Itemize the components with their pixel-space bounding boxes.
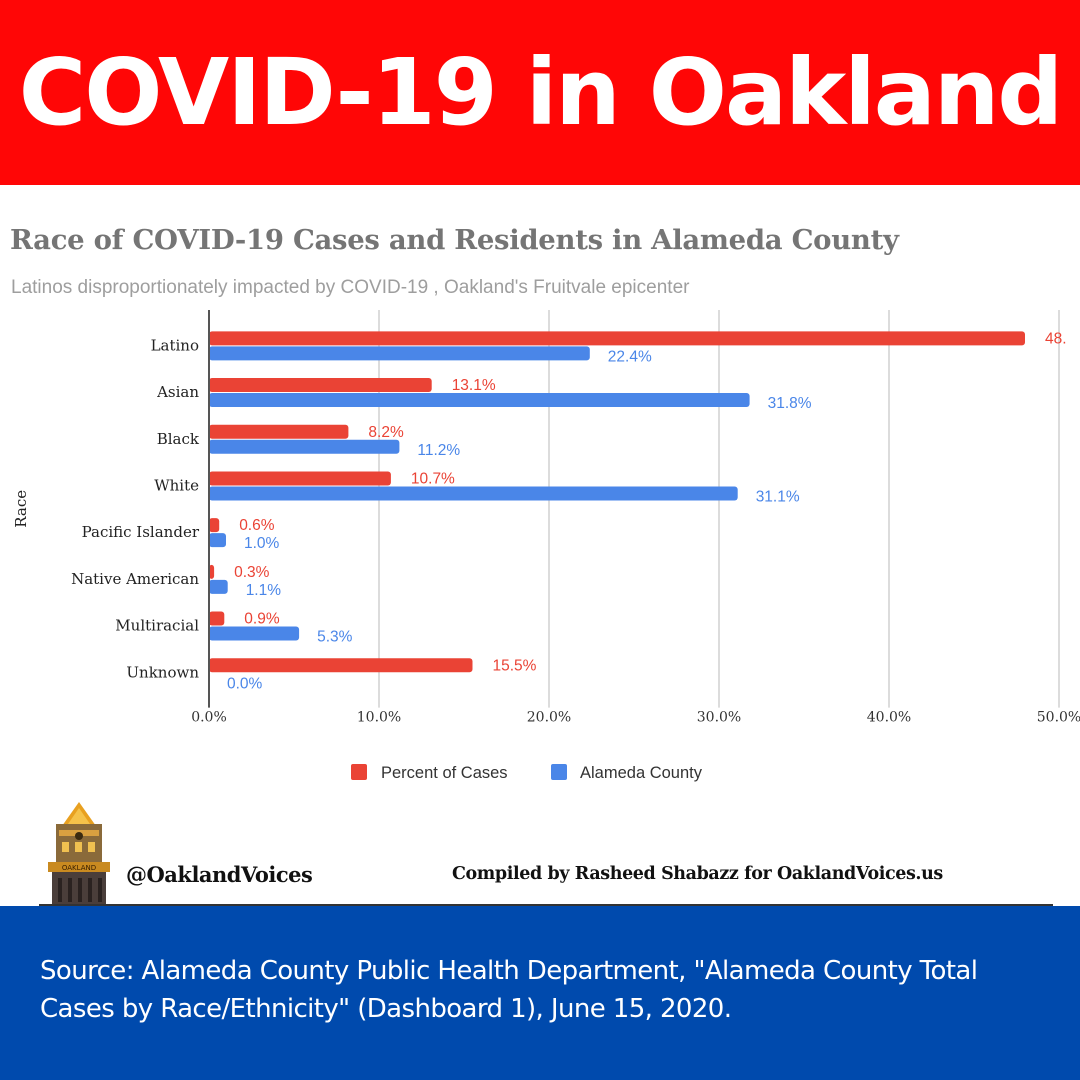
category-label: Pacific Islander — [82, 523, 200, 541]
value-label-county: 1.1% — [246, 582, 282, 599]
value-label-cases: 13.1% — [452, 377, 496, 394]
value-label-county: 11.2% — [417, 442, 460, 459]
value-label-county: 22.4% — [608, 348, 652, 365]
chart-subtitle: Latinos disproportionately impacted by C… — [11, 277, 690, 298]
legend-label-county: Alameda County — [580, 764, 703, 782]
legend-swatch-cases — [351, 764, 367, 780]
value-label-county: 1.0% — [244, 535, 280, 552]
category-label: Native American — [71, 570, 199, 588]
value-label-county: 0.0% — [227, 675, 263, 692]
bars — [209, 331, 1025, 673]
category-label: Multiracial — [115, 617, 199, 635]
value-label-cases: 0.3% — [234, 564, 270, 581]
value-label-cases: 10.7% — [411, 470, 455, 487]
source-text: Source: Alameda County Public Health Dep… — [40, 956, 978, 1024]
value-label-cases: 15.5% — [493, 657, 537, 674]
footer-banner — [0, 906, 1080, 1080]
bar-cases — [209, 471, 391, 486]
header-banner: COVID-19 in Oakland — [0, 0, 1080, 185]
x-tick-label: 30.0% — [697, 710, 741, 726]
category-labels: Latino Asian Black White Pacific Islander Nat… — [71, 336, 200, 681]
credit-line: Compiled by Rasheed Shabazz for OaklandV… — [452, 864, 943, 884]
legend-swatch-county — [551, 764, 567, 780]
value-labels: 48. 22.4% 13.1% 31.8% 8.2% 11.2% 10.7% 31.1% 0.6… — [227, 330, 1067, 692]
bar-cases — [209, 611, 225, 626]
bar-cases — [209, 424, 349, 439]
bar-cases — [209, 378, 432, 393]
bar-cases — [209, 518, 220, 533]
value-label-county: 31.8% — [768, 395, 812, 412]
category-label: Black — [157, 430, 200, 448]
value-label-county: 5.3% — [317, 629, 353, 646]
legend-label-cases: Percent of Cases — [381, 764, 508, 782]
value-label-county: 31.1% — [756, 488, 800, 505]
bar-county — [209, 579, 228, 594]
bar-county — [209, 626, 300, 641]
category-label: White — [154, 476, 199, 494]
x-tick-label: 20.0% — [527, 710, 571, 726]
x-tick-label: 0.0% — [191, 710, 227, 726]
bar-cases — [209, 564, 215, 579]
category-label: Unknown — [126, 663, 199, 681]
bar-county — [209, 486, 738, 501]
value-label-cases: 0.6% — [239, 517, 275, 534]
bar-cases — [209, 331, 1025, 346]
value-label-cases: 0.9% — [244, 611, 280, 628]
y-axis-title: Race — [12, 490, 30, 528]
x-tick-labels: 0.0% 10.0% 20.0% 30.0% 40.0% 50.0% — [191, 710, 1080, 726]
legend: Percent of Cases Alameda County — [351, 764, 703, 782]
logo-text: OAKLAND — [62, 864, 96, 872]
divider — [39, 904, 1053, 906]
bar-county — [209, 533, 226, 548]
bar-cases — [209, 658, 473, 673]
tower-logo: OAKLAND — [48, 802, 110, 906]
category-label: Asian — [156, 383, 199, 401]
gridlines — [378, 310, 1060, 708]
bar-county — [209, 393, 750, 408]
x-tick-label: 10.0% — [357, 710, 401, 726]
x-tick-label: 40.0% — [867, 710, 911, 726]
value-label-cases: 48. — [1045, 330, 1067, 347]
page-title: COVID-19 in Oakland — [18, 39, 1064, 146]
bar-county — [209, 439, 400, 454]
bar-chart: 48. 22.4% 13.1% 31.8% 8.2% 11.2% 10.7% 31.1% 0.6… — [12, 310, 1080, 782]
bar-county — [209, 346, 590, 361]
category-label: Latino — [151, 336, 199, 354]
x-tick-label: 50.0% — [1037, 710, 1080, 726]
social-handle: @OaklandVoices — [126, 862, 313, 887]
value-label-cases: 8.2% — [368, 424, 404, 441]
chart-title: Race of COVID-19 Cases and Residents in … — [10, 224, 899, 256]
